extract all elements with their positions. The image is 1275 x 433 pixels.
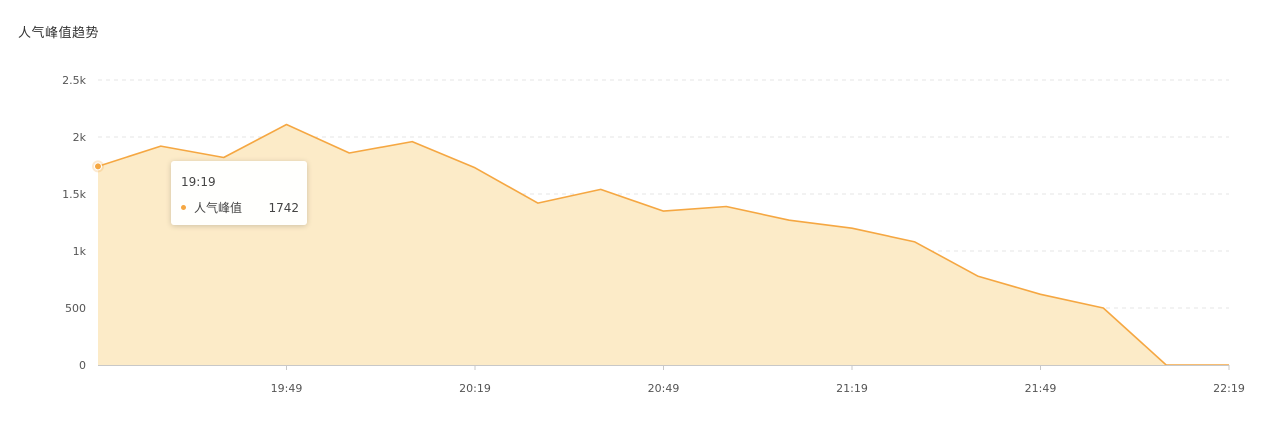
x-tick-label: 22:19 bbox=[1213, 382, 1245, 395]
series-line bbox=[97, 123, 1229, 366]
tooltip-time: 19:19 bbox=[181, 175, 216, 189]
highlight-point[interactable] bbox=[94, 162, 102, 171]
x-tick-label: 20:19 bbox=[459, 382, 491, 395]
y-tick-label: 1k bbox=[73, 245, 87, 258]
x-tick-label: 21:19 bbox=[836, 382, 868, 395]
highlight-layer bbox=[92, 160, 104, 173]
x-tick-label: 20:49 bbox=[648, 382, 680, 395]
chart-title: 人气峰值趋势 bbox=[18, 26, 100, 41]
y-tick-label: 500 bbox=[65, 302, 86, 315]
area-fill bbox=[98, 124, 1229, 365]
x-tick-label: 19:49 bbox=[271, 382, 303, 395]
tooltip-row: 人气峰值 1742 bbox=[181, 199, 299, 216]
y-tick-label: 2k bbox=[73, 131, 87, 144]
x-axis: 19:49 20:19 20:49 21:19 21:49 22:19 bbox=[98, 365, 1245, 395]
tooltip: 19:19 人气峰值 1742 bbox=[171, 161, 307, 225]
series-dot-icon bbox=[181, 205, 186, 210]
y-axis: 0 500 1k 1.5k 2k 2.5k bbox=[62, 74, 86, 372]
area-layer bbox=[97, 123, 1229, 366]
tooltip-value: 1742 bbox=[268, 200, 299, 215]
tooltip-series-name: 人气峰值 bbox=[194, 201, 243, 215]
y-tick-label: 2.5k bbox=[62, 74, 86, 87]
y-tick-label: 0 bbox=[79, 359, 86, 372]
x-tick-label: 21:49 bbox=[1025, 382, 1057, 395]
y-tick-label: 1.5k bbox=[62, 188, 86, 201]
